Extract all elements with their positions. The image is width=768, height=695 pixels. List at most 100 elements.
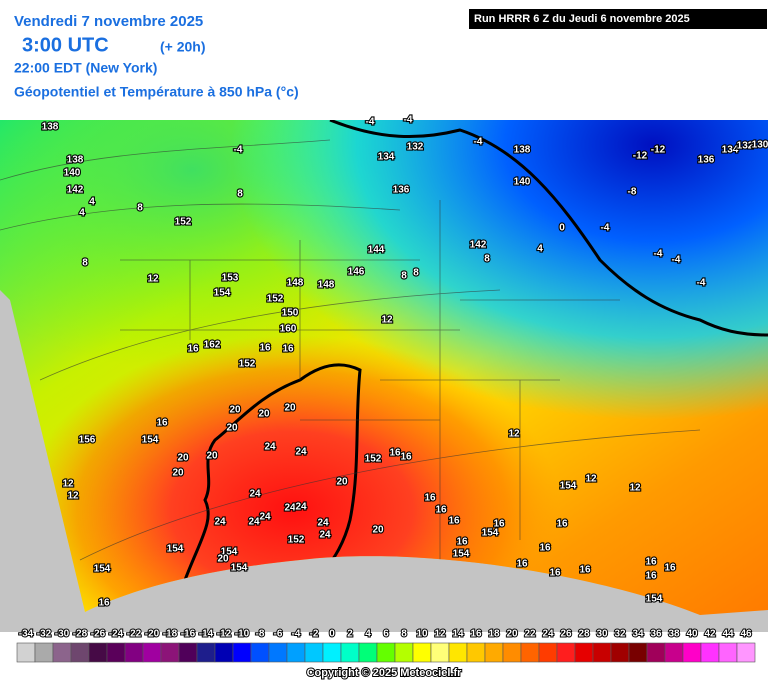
- colorbar-swatch: [538, 642, 558, 663]
- colorbar-swatch: [196, 642, 216, 663]
- colorbar-tick-label: 46: [740, 629, 752, 640]
- contour-label: 134: [378, 152, 395, 163]
- colorbar-tick-label: -30: [55, 629, 70, 640]
- contour-label: 8: [484, 254, 490, 265]
- contour-label: 16: [579, 565, 591, 576]
- contour-label: 16: [516, 559, 528, 570]
- colorbar-tick-label: 8: [401, 629, 407, 640]
- contour-label: 148: [287, 278, 304, 289]
- colorbar-swatch: [16, 642, 36, 663]
- contour-label: 20: [229, 405, 241, 416]
- contour-label: 144: [368, 245, 385, 256]
- contour-label: 24: [264, 442, 276, 453]
- contour-label: 136: [393, 185, 410, 196]
- colorbar-tick-label: 18: [488, 629, 500, 640]
- contour-label: 16: [259, 343, 271, 354]
- colorbar-tick-label: 34: [632, 629, 644, 640]
- contour-label: -4: [654, 249, 663, 260]
- contour-label: 16: [389, 448, 401, 459]
- temperature-field: [0, 120, 768, 615]
- contour-label: 24: [259, 512, 271, 523]
- contour-label: 20: [172, 468, 184, 479]
- contour-label: 12: [67, 491, 79, 502]
- contour-label: 16: [549, 568, 561, 579]
- colorbar-swatch: [682, 642, 702, 663]
- colorbar-swatch: [700, 642, 720, 663]
- colorbar-swatch: [142, 642, 162, 663]
- colorbar-swatch: [646, 642, 666, 663]
- contour-label: 150: [282, 308, 299, 319]
- contour-label: 154: [94, 564, 111, 575]
- contour-label: 12: [381, 315, 393, 326]
- contour-label: 156: [79, 435, 96, 446]
- contour-label: 24: [249, 489, 261, 500]
- colorbar-tick-label: -2: [310, 629, 319, 640]
- contour-label: 12: [585, 474, 597, 485]
- contour-label: 16: [645, 571, 657, 582]
- contour-label: 138: [67, 155, 84, 166]
- colorbar-tick-label: 30: [596, 629, 608, 640]
- contour-label: 20: [372, 525, 384, 536]
- offset: (+ 20h): [160, 39, 206, 55]
- colorbar-swatch: [736, 642, 756, 663]
- colorbar: -34 -32 -30 -28 -26 -24 -22 -20 -18 -16 -14 -12 -10-…: [16, 628, 756, 663]
- contour-label: 4: [79, 208, 85, 219]
- contour-label: 24: [248, 517, 260, 528]
- colorbar-tick-label: -18: [163, 629, 178, 640]
- local-time: 22:00 EDT (New York): [14, 60, 157, 76]
- contour-label: 16: [187, 344, 199, 355]
- contour-label: 132: [737, 141, 754, 152]
- colorbar-swatch: [358, 642, 378, 663]
- colorbar-tick-label: -12: [217, 629, 232, 640]
- contour-label: 24: [214, 517, 226, 528]
- contour-label: 20: [226, 423, 238, 434]
- contour-label: 20: [206, 451, 218, 462]
- colorbar-tick-label: 40: [686, 629, 698, 640]
- contour-label: 16: [448, 516, 460, 527]
- parameter: Géopotentiel et Température à 850 hPa (°…: [14, 84, 299, 100]
- contour-label: 154: [167, 544, 184, 555]
- contour-label: 154: [231, 563, 248, 574]
- colorbar-swatch: [34, 642, 54, 663]
- colorbar-swatch: [106, 642, 126, 663]
- contour-label: 12: [508, 429, 520, 440]
- contour-label: 16: [456, 537, 468, 548]
- colorbar-swatch: [70, 642, 90, 663]
- colorbar-tick-label: 14: [452, 629, 464, 640]
- colorbar-swatch: [286, 642, 306, 663]
- colorbar-tick-label: -28: [73, 629, 88, 640]
- colorbar-swatch: [52, 642, 72, 663]
- colorbar-swatch: [178, 642, 198, 663]
- isotherm-zero: [329, 120, 768, 337]
- colorbar-tick-label: 32: [614, 629, 626, 640]
- contour-label: 20: [284, 403, 296, 414]
- colorbar-tick-label: 20: [506, 629, 518, 640]
- colorbar-tick-label: -4: [292, 629, 301, 640]
- run-info: Run HRRR 6 Z du Jeudi 6 novembre 2025: [474, 13, 690, 25]
- contour-label: 16: [98, 598, 110, 609]
- contour-label: 24: [284, 503, 296, 514]
- contour-label: -4: [697, 278, 706, 289]
- contour-label: 20: [336, 477, 348, 488]
- contour-label: 20: [217, 554, 229, 565]
- colorbar-tick-label: -26: [91, 629, 106, 640]
- contour-label: 16: [664, 563, 676, 574]
- colorbar-tick-label: 38: [668, 629, 680, 640]
- colorbar-swatch: [592, 642, 612, 663]
- contour-label: 154: [482, 528, 499, 539]
- contour-label: 20: [258, 409, 270, 420]
- contour-label: 8: [401, 271, 407, 282]
- contour-label: 16: [282, 344, 294, 355]
- contour-label: 24: [295, 502, 307, 513]
- copyright: Copyright © 2025 Meteociel.fr: [307, 667, 463, 679]
- contour-label: 132: [407, 142, 424, 153]
- colorbar-swatch: [340, 642, 360, 663]
- contour-label: -12: [633, 151, 648, 162]
- colorbar-swatch: [250, 642, 270, 663]
- colorbar-tick-label: -22: [127, 629, 142, 640]
- contour-label: 162: [204, 340, 221, 351]
- colorbar-swatch: [574, 642, 594, 663]
- contour-label: 152: [175, 217, 192, 228]
- colorbar-swatch: [322, 642, 342, 663]
